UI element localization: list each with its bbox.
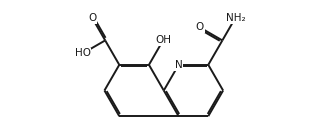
Text: NH₂: NH₂ [225, 13, 245, 23]
Text: O: O [88, 13, 96, 23]
Text: N: N [175, 60, 183, 70]
Text: O: O [196, 22, 204, 32]
Text: HO: HO [75, 49, 91, 58]
Text: OH: OH [155, 35, 171, 45]
